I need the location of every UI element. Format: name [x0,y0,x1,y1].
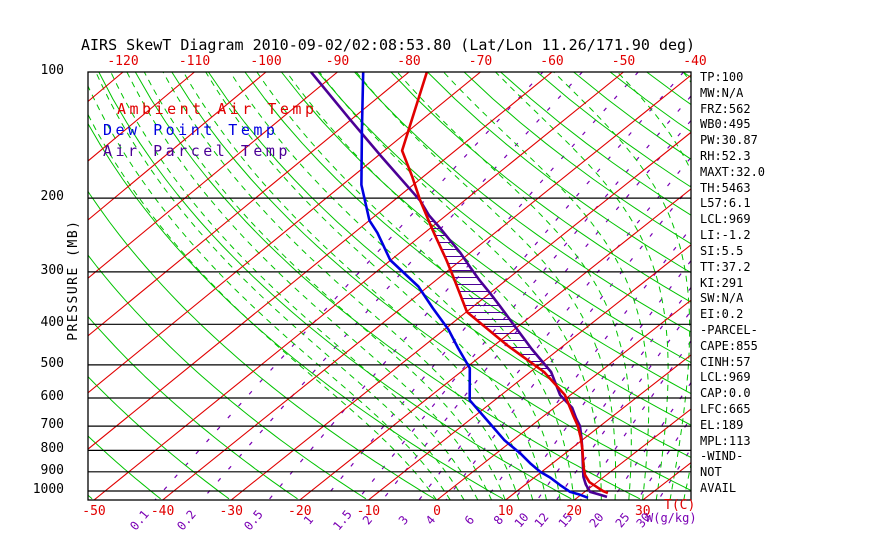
temp-tick-bottom: -10 [356,504,381,519]
stat-lfc: LFC:665 [700,402,751,416]
pressure-tick-label: 900 [40,462,64,478]
pressure-tick-label: 500 [40,355,64,371]
legend-ambient-air-temp: Ambient Air Temp [117,100,318,118]
stat-th: TH:5463 [700,180,751,195]
pressure-tick-label: 700 [40,417,64,433]
stat-mpl: MPL:113 [700,433,751,448]
temp-tick-top: -60 [540,54,564,69]
temp-tick-top: -40 [683,54,707,69]
chart-title: AIRS SkewT Diagram 2010-09-02/02:08:53.8… [81,36,696,54]
temp-tick-bottom: 20 [566,504,583,519]
mixing-ratio-axis-unit: W(g/kg) [646,511,697,525]
temp-tick-bottom: -50 [82,504,106,519]
pressure-tick-label: 200 [40,189,64,205]
stat-tt: TT:37.2 [700,259,751,274]
stat-lcl: LCL:969 [700,212,751,227]
stat-mw: MW:N/A [700,85,744,100]
temp-tick-top: -120 [107,54,139,69]
temp-tick-bottom: -40 [150,504,175,519]
temp-axis-unit: T(C) [664,498,696,513]
temp-tick-top: -90 [325,54,350,69]
stat-maxt: MAXT:32.0 [700,164,766,179]
stat-tp: TP:100 [700,70,744,84]
stat-sw: SW:N/A [700,291,744,306]
stat-pw: PW:30.87 [700,133,758,148]
stat-cap: CAP:0.0 [700,386,751,401]
stat-l57: L57:6.1 [700,196,751,211]
pressure-axis-label: PRESSURE (MB) [65,219,81,341]
stat-ei: EI:0.2 [700,307,744,322]
temp-tick-bottom: 30 [634,504,651,519]
stat-el: EL:189 [700,417,744,432]
temp-tick-top: -50 [611,54,636,69]
stat-frz: FRZ:562 [700,101,751,116]
pressure-tick-label: 300 [40,262,64,278]
stat-cinh: CINH:57 [700,354,751,369]
temp-tick-bottom: -30 [219,504,243,519]
stat-wb0: WB0:495 [700,117,751,132]
pressure-tick-label: 600 [40,389,64,405]
temp-tick-bottom: -20 [288,504,312,519]
temp-tick-top: -110 [178,54,211,69]
stat-cape: CAPE:855 [700,338,758,353]
stat-avail: AVAIL [700,481,737,496]
temp-tick-bottom: 0 [433,504,441,519]
legend-air-parcel-temp: Air Parcel Temp [103,142,291,160]
stat-wind: -WIND- [700,449,744,464]
pressure-tick-label: 100 [40,63,64,78]
pressure-tick-label: 800 [40,441,64,457]
stat-si: SI:5.5 [700,243,744,258]
pressure-tick-label: 400 [40,315,64,331]
stat-li: LI:-1.2 [700,228,751,243]
pressure-tick-label: 1000 [32,482,64,497]
temp-tick-top: -70 [468,54,493,69]
stat-not: NOT [700,465,722,480]
temp-tick-top: -80 [397,54,421,69]
stat-rh: RH:52.3 [700,149,751,164]
legend-dew-point-temp: Dew Point Temp [103,121,279,139]
stat-lcl: LCL:969 [700,370,751,385]
stat-ki: KI:291 [700,275,744,290]
temp-tick-top: -100 [250,54,282,69]
stat-parcel: -PARCEL- [700,322,758,337]
temp-tick-bottom: 10 [497,504,514,519]
